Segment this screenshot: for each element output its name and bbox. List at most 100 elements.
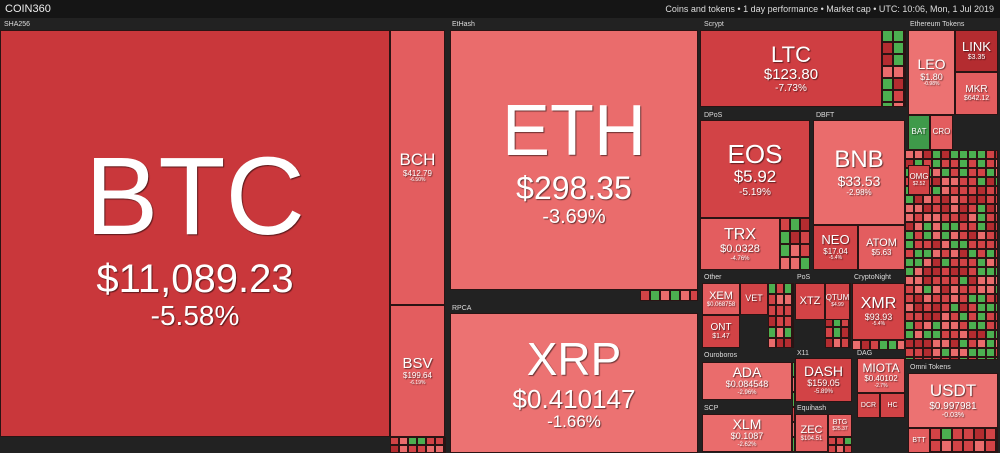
coin-tile[interactable]: XLM $0.1087 -2.62% [702, 414, 792, 452]
filler-tile [923, 240, 932, 249]
filler-tile [932, 303, 941, 312]
filler-tile [844, 437, 852, 445]
filler-tile [932, 249, 941, 258]
filler-tile [986, 276, 995, 285]
coin-tile[interactable]: ADA $0.084548 -2.96% [702, 362, 792, 400]
coin-tile[interactable]: QTUM $4.99 [825, 283, 850, 320]
coin-tile[interactable]: MKR $642.12 [955, 72, 998, 115]
filler-tile [959, 321, 968, 330]
coin-tile[interactable]: LEO $1.80 -0.98% [908, 30, 955, 115]
coin-tile[interactable]: LINK $3.35 [955, 30, 998, 72]
coin-price: $412.79 [403, 168, 432, 178]
filler-tile [408, 445, 417, 453]
coin-tile[interactable]: ETH $298.35 -3.69% [450, 30, 698, 290]
filler-tile [893, 102, 904, 107]
coin-tile[interactable]: NEO $17.04 -5.4% [813, 225, 858, 270]
filler-tile [977, 321, 986, 330]
coin-tile[interactable]: BTC $11,089.23 -5.58% [0, 30, 390, 437]
filler-tile [932, 321, 941, 330]
filler-tile [930, 440, 941, 452]
filler-tile [905, 150, 914, 159]
coin-tile[interactable]: DASH $159.05 -5.89% [795, 358, 852, 402]
coin-tile[interactable]: TRX $0.0328 -4.76% [700, 218, 780, 270]
coin-change: -4.76% [730, 255, 750, 262]
filler-tile [923, 312, 932, 321]
coin-tile[interactable]: ONT $1.47 [702, 315, 740, 348]
filler-tile [825, 327, 833, 338]
coin-tile[interactable]: EOS $5.92 -5.19% [700, 120, 810, 218]
filler-tile [640, 290, 650, 301]
coin-tile[interactable]: BTT [908, 428, 930, 453]
filler-tile [800, 257, 810, 270]
coin-tile[interactable]: DCR [857, 393, 880, 418]
coin-tile[interactable]: MIOTA $0.40102 -2.7% [857, 358, 905, 393]
filler-tile [968, 186, 977, 195]
filler-tile [932, 276, 941, 285]
coin-tile[interactable]: ZEC $104.51 [795, 414, 828, 452]
coin-symbol: OMG [909, 171, 929, 181]
filler-tile [932, 168, 941, 177]
filler-tile [941, 321, 950, 330]
coin-tile[interactable]: XTZ [795, 283, 825, 320]
coin-tile[interactable]: BAT [908, 115, 930, 150]
filler-tile [879, 340, 888, 350]
filler-tile [932, 312, 941, 321]
coin-symbol: EOS [727, 138, 783, 169]
coin-tile[interactable]: LTC $123.80 -7.73% [700, 30, 882, 107]
filler-tile [932, 150, 941, 159]
filler-tile [950, 267, 959, 276]
coin-tile[interactable]: XRP $0.410147 -1.66% [450, 313, 698, 453]
coin-symbol: BTT [912, 436, 926, 444]
filler-tile [780, 231, 790, 244]
filler-tile [995, 150, 998, 159]
coin-tile[interactable]: HC [880, 393, 905, 418]
coin-change: -5.89% [813, 389, 833, 396]
coin-tile[interactable]: BTG $25.37 [828, 414, 852, 437]
coin-tile[interactable]: BSV $199.64 -6.19% [390, 305, 445, 437]
filler-tile [968, 285, 977, 294]
coin-price: $0.410147 [512, 383, 636, 414]
filler-tile [941, 440, 952, 452]
filler-tile [995, 285, 998, 294]
coin-tile[interactable]: BCH $412.79 -6.50% [390, 30, 445, 305]
filler-tile [776, 283, 784, 294]
filler-tile [977, 249, 986, 258]
coin-price: $2.52 [912, 180, 926, 187]
group-label: EtHash [452, 21, 475, 28]
filler-tile [768, 294, 776, 305]
filler-tile [905, 222, 914, 231]
logo[interactable]: COIN360 [5, 3, 51, 15]
filler-tile [968, 150, 977, 159]
group-label: SHA256 [4, 21, 31, 28]
filler-tile [893, 78, 904, 90]
coin-price: $33.53 [837, 172, 881, 189]
coin-tile[interactable]: XEM $0.068758 [702, 283, 740, 315]
coin-tile[interactable]: BNB $33.53 -2.98% [813, 120, 905, 225]
filler-tile [995, 240, 998, 249]
coin-tile[interactable]: VET [740, 283, 768, 315]
filler-tile [932, 222, 941, 231]
coin-symbol: XMR [860, 295, 897, 312]
filler-tile [914, 330, 923, 339]
coin-tile[interactable]: CRO [930, 115, 953, 150]
filler-tile [833, 338, 841, 348]
filler-tile [904, 78, 906, 90]
filler-tile [660, 290, 670, 301]
filler-tile [941, 276, 950, 285]
filler-tile [914, 213, 923, 222]
group-label: SCP [704, 405, 719, 412]
filler-tile [852, 340, 861, 350]
filler-tile [776, 316, 784, 327]
coin-tile[interactable]: ATOM $5.63 [858, 225, 905, 270]
coin-price: $1.80 [920, 71, 943, 82]
filler-tile [833, 327, 841, 338]
filler-tile [986, 177, 995, 186]
coin-tile[interactable]: XMR $93.93 -5.4% [852, 283, 905, 340]
filler-tile [905, 285, 914, 294]
filler-tile [932, 258, 941, 267]
coin-symbol: LTC [771, 41, 811, 67]
coin-tile[interactable]: OMG $2.52 [908, 165, 930, 195]
coin-tile[interactable]: USDT $0.997981 -0.03% [908, 373, 998, 428]
filler-tile [861, 340, 870, 350]
